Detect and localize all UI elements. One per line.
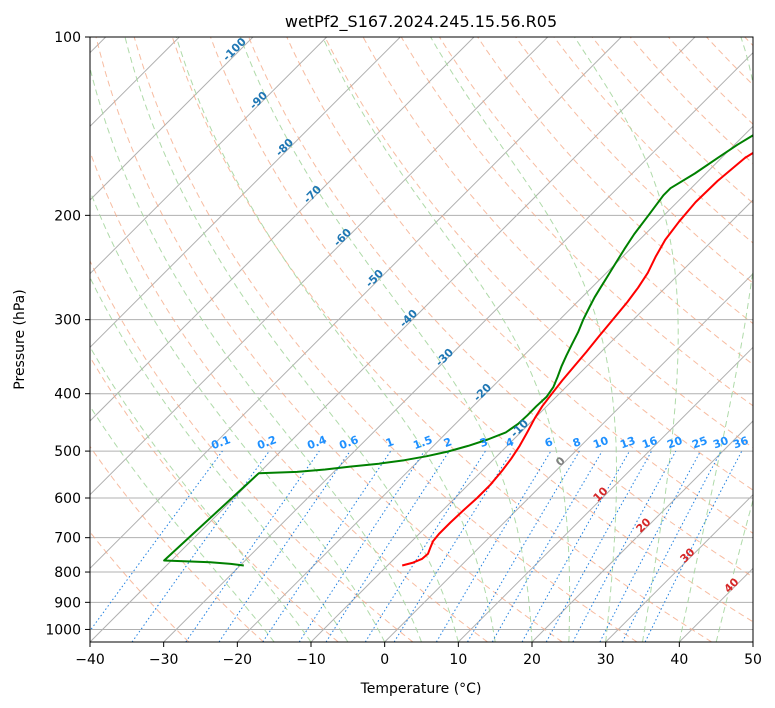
mixing-ratio-label: 0.1 (209, 433, 232, 452)
dry-adiabat-line (515, 37, 753, 284)
mixing-ratio-line (218, 450, 351, 642)
mixing-ratio-label: 16 (640, 434, 659, 452)
dry-adiabat-line (248, 37, 753, 578)
mixing-ratio-line (325, 450, 450, 642)
mixing-ratio-label: 0.2 (255, 433, 278, 452)
dry-adiabat-line (90, 356, 339, 642)
dry-adiabat-line (324, 37, 753, 491)
mixing-ratio-label: 2 (442, 435, 454, 450)
mixing-ratio-label: 20 (665, 434, 684, 452)
isotherm-line (752, 641, 753, 642)
mixing-ratio-label: 1.5 (411, 433, 434, 452)
moist-adiabat-line (90, 276, 349, 642)
mixing-ratio-line (644, 450, 743, 642)
mixing-ratio-label: 0.6 (337, 433, 360, 452)
y-tick-label: 100 (54, 30, 81, 46)
isotherm-line (163, 51, 753, 642)
mixing-ratio-label: 3 (478, 435, 490, 450)
moist-adiabat-line (124, 37, 459, 642)
chart-title: wetPf2_S167.2024.245.15.56.R05 (285, 12, 557, 32)
isotherm-line (531, 420, 753, 642)
moist-adiabat-line (322, 37, 571, 642)
x-tick-label: 40 (670, 652, 688, 668)
mixing-ratio-label: 36 (731, 434, 750, 452)
y-axis-label: Pressure (hPa) (12, 289, 28, 389)
dewpoint-line (163, 134, 753, 567)
y-tick-label: 400 (54, 387, 81, 403)
x-tick-label: −30 (149, 652, 179, 668)
moist-adiabat-line (90, 189, 386, 642)
dry-adiabat-line (90, 445, 264, 642)
dry-adiabat-line (286, 37, 753, 534)
isotherm-line (384, 272, 753, 642)
mixing-ratio-label: 30 (711, 434, 730, 452)
isotherm-line (90, 37, 401, 349)
moist-adiabat-line (678, 37, 753, 642)
moist-adiabat-line (574, 37, 679, 642)
mixing-ratio-label: 4 (504, 435, 516, 450)
moist-adiabat-line (90, 405, 275, 642)
x-axis-label: Temperature (°C) (360, 681, 482, 697)
dry-adiabat-line (171, 37, 712, 642)
mixing-ratio-label: 6 (543, 435, 555, 450)
chart-series (163, 134, 753, 567)
mixing-ratio-label: 8 (571, 435, 583, 450)
mixing-ratio-line (131, 450, 270, 642)
plot-background (90, 37, 753, 642)
mixing-ratio-label: 1 (384, 435, 396, 450)
y-tick-label: 900 (54, 595, 81, 611)
y-tick-label: 800 (54, 565, 81, 581)
temperature-line (401, 151, 753, 567)
mixing-ratio-line (393, 450, 513, 642)
mixing-ratio-line (298, 450, 425, 642)
y-tick-label: 1000 (45, 622, 81, 638)
y-tick-label: 600 (54, 491, 81, 507)
mixing-ratio-line (262, 450, 392, 642)
isotherm-line (90, 37, 549, 496)
y-tick-label: 500 (54, 444, 81, 460)
mixing-ratio-label: 10 (591, 434, 610, 452)
isotherm-line (605, 493, 753, 642)
moist-adiabat-line (90, 65, 422, 642)
isotherm-line (90, 37, 328, 275)
dry-adiabat-line (210, 37, 753, 623)
moist-adiabat-line (175, 37, 496, 642)
isotherm-line (90, 37, 254, 201)
mixing-ratio-label: 0.4 (305, 433, 328, 452)
moist-adiabat-line (239, 37, 533, 642)
moist-adiabat-line (430, 37, 617, 642)
y-tick-label: 300 (54, 313, 81, 329)
y-tick-label: 200 (54, 208, 81, 224)
isotherm-line (90, 37, 475, 422)
isotherm-line (457, 346, 753, 642)
x-tick-label: −10 (296, 652, 326, 668)
x-tick-label: 0 (380, 652, 389, 668)
plot-frame (89, 36, 754, 643)
x-tick-label: 30 (597, 652, 615, 668)
isotherm-line (236, 125, 753, 642)
x-tick-label: 50 (744, 652, 762, 668)
mixing-ratio-line (545, 450, 653, 642)
mixing-ratio-line (90, 450, 223, 632)
x-tick-label: −40 (75, 652, 105, 668)
mixing-ratio-label: 25 (690, 434, 709, 451)
isotherm-line (90, 37, 622, 570)
mixing-ratio-line (185, 450, 320, 642)
moist-adiabat-line (90, 345, 312, 642)
dry-adiabat-line (90, 259, 414, 642)
moist-adiabat-line (715, 498, 753, 642)
x-tick-label: 10 (449, 652, 467, 668)
dry-adiabat-line (95, 37, 563, 642)
mixing-ratio-line (521, 450, 630, 642)
chart-gridlines (90, 37, 753, 642)
mixing-ratio-line (572, 450, 677, 642)
x-tick-label: −20 (223, 652, 253, 668)
y-tick-label: 700 (54, 531, 81, 547)
dry-adiabat-line (133, 37, 638, 642)
x-tick-label: 20 (523, 652, 541, 668)
mixing-ratio-label: 13 (618, 434, 637, 451)
